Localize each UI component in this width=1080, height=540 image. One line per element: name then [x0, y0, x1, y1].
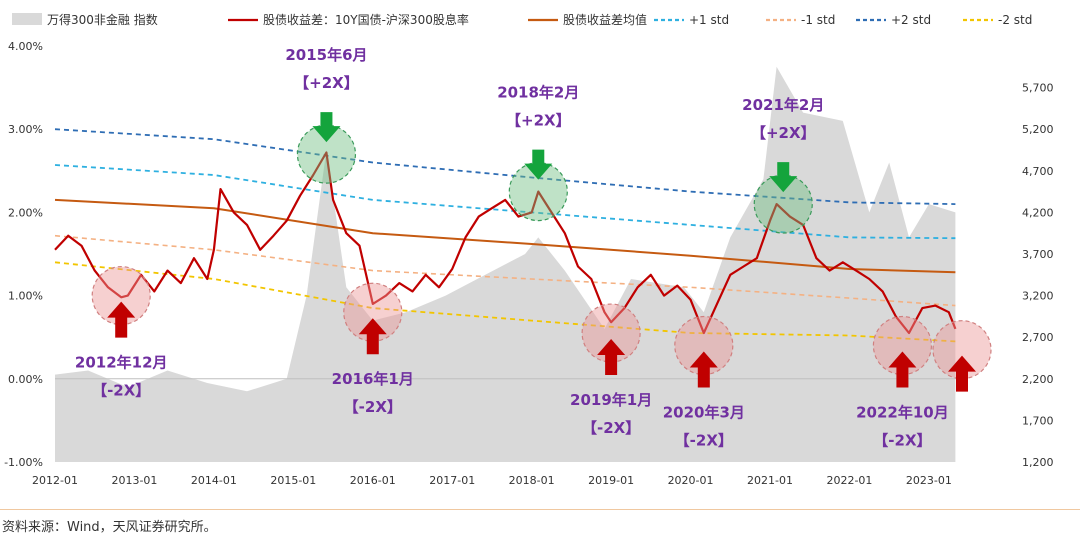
annotation-date: 2020年3月 [663, 404, 745, 422]
minus-1-std-line [54, 234, 956, 307]
annotation-date: 2016年1月 [332, 370, 414, 388]
y-right-tick-label: 2,700 [1022, 331, 1054, 344]
annotation-date: 2015年6月 [285, 46, 367, 64]
y-right-tick-label: 3,200 [1022, 290, 1054, 303]
y-right-tick-label: 4,200 [1022, 206, 1054, 219]
up-arrow-icon [948, 355, 976, 392]
annotation-date: 2018年2月 [497, 84, 579, 102]
x-tick-label: 2017-01 [429, 474, 475, 487]
legend-label: -2 std [998, 13, 1032, 27]
y-right-tick-label: 1,700 [1022, 414, 1054, 427]
x-tick-label: 2013-01 [111, 474, 157, 487]
y-right-tick-label: 4,700 [1022, 165, 1054, 178]
annotation-tag: 【+2X】 [506, 112, 571, 130]
down-arrow-icon [312, 112, 341, 143]
y-left-tick-label: -1.00% [4, 456, 43, 469]
legend-swatch [12, 13, 42, 25]
annotation-tag: 【-2X】 [675, 432, 733, 450]
x-tick-label: 2022-01 [826, 474, 872, 487]
legend-label: 万得300非金融 指数 [47, 12, 158, 27]
y-left-tick-label: 3.00% [8, 123, 43, 136]
y-right-tick-label: 3,700 [1022, 248, 1054, 261]
x-tick-label: 2014-01 [191, 474, 237, 487]
annotation-date: 2021年2月 [742, 96, 824, 114]
legend-label: +2 std [891, 13, 931, 27]
x-tick-label: 2016-01 [350, 474, 396, 487]
y-left-tick-label: 0.00% [8, 373, 43, 386]
up-arrow-icon [689, 351, 718, 388]
y-left-tick-label: 2.00% [8, 206, 43, 219]
annotation-tag: 【-2X】 [344, 398, 402, 416]
annotation-tag: 【+2X】 [751, 124, 816, 142]
legend-label: -1 std [801, 13, 835, 27]
up-arrow-icon [107, 301, 136, 338]
legend-label: 股债收益差：10Y国债-沪深300股息率 [263, 12, 469, 27]
x-tick-label: 2023-01 [906, 474, 952, 487]
chart: -1.00% 0.00% 1.00% 2.00% 3.00% 4.00% 1,200 1,70… [4, 12, 1054, 487]
x-tick-label: 2019-01 [588, 474, 634, 487]
index-area [55, 66, 956, 463]
mean-line [54, 198, 956, 274]
plus-2-std-line [54, 128, 956, 205]
up-arrow-icon [888, 351, 917, 388]
y-left-tick-label: 1.00% [8, 290, 43, 303]
x-tick-label: 2020-01 [668, 474, 714, 487]
x-tick-label: 2021-01 [747, 474, 793, 487]
legend-label: +1 std [689, 13, 729, 27]
down-arrow-icon [524, 149, 553, 180]
y-right-tick-label: 2,200 [1022, 373, 1054, 386]
source-note: 资料来源：Wind，天风证券研究所。 [2, 520, 217, 535]
source-divider [0, 509, 1080, 510]
y-right-tick-label: 5,700 [1022, 82, 1054, 95]
up-arrow-icon [358, 318, 387, 355]
annotation-date: 2022年10月 [856, 404, 949, 422]
up-arrow-icon [597, 339, 626, 376]
minus-2-std-line [54, 261, 956, 343]
legend-label: 股债收益差均值 [563, 12, 647, 27]
annotation-tag: 【-2X】 [92, 382, 150, 400]
annotation-date: 2019年1月 [570, 391, 652, 409]
y-right-tick-label: 5,200 [1022, 123, 1054, 136]
annotation-date: 2012年12月 [75, 354, 168, 372]
x-tick-label: 2018-01 [509, 474, 555, 487]
y-left-tick-label: 4.00% [8, 40, 43, 53]
annotation-tag: 【-2X】 [582, 419, 640, 437]
annotation-tag: 【-2X】 [873, 432, 931, 450]
x-tick-label: 2015-01 [270, 474, 316, 487]
annotation-tag: 【+2X】 [294, 74, 359, 92]
down-arrow-icon [769, 162, 798, 193]
y-right-tick-label: 1,200 [1022, 456, 1054, 469]
x-tick-label: 2012-01 [32, 474, 78, 487]
